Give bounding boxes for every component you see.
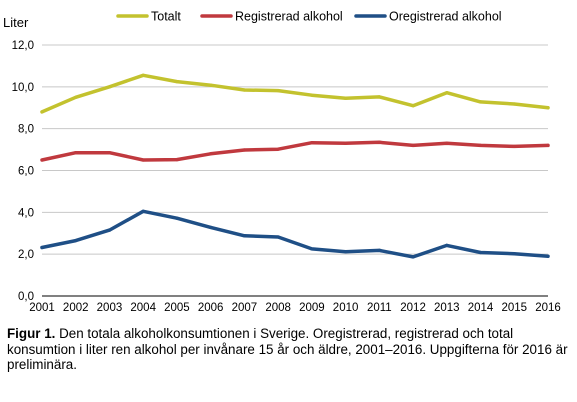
series-line: [40, 209, 550, 259]
data-point: [107, 85, 112, 89]
data-point: [276, 147, 280, 151]
x-tick-label: 2009: [299, 302, 325, 314]
data-point: [546, 254, 550, 258]
y-tick-label: 12,0: [12, 40, 34, 52]
data-point: [209, 83, 213, 87]
data-point: [512, 252, 516, 256]
data-point: [175, 80, 179, 84]
data-point: [377, 140, 381, 144]
y-tick-label: 4,0: [18, 207, 34, 219]
series-lines: [40, 73, 550, 259]
data-point: [445, 91, 449, 95]
data-point: [242, 234, 246, 238]
x-tick-label: 2007: [232, 302, 258, 314]
y-axis-ticks: 0,0 2,0 4,0 6,0 8,0 10,0 12,0: [12, 40, 34, 303]
x-tick-label: 2012: [400, 302, 426, 314]
data-point: [141, 73, 145, 77]
data-point: [74, 95, 78, 99]
data-point: [209, 225, 213, 229]
caption-text: Den totala alkoholkonsumtionen i Sverige…: [7, 326, 568, 372]
data-point: [107, 228, 112, 232]
y-tick-label: 2,0: [18, 249, 34, 261]
data-point: [40, 245, 44, 250]
data-point: [377, 248, 381, 253]
data-point: [478, 100, 483, 104]
data-point: [411, 143, 415, 147]
caption-label: Figur 1.: [7, 326, 56, 341]
series-line: [40, 73, 550, 114]
data-point: [478, 250, 483, 255]
gridlines: [42, 44, 548, 255]
data-point: [276, 88, 280, 93]
data-point: [107, 151, 112, 155]
data-point: [411, 104, 415, 108]
data-point: [377, 95, 381, 99]
data-point: [74, 238, 78, 243]
x-tick-label: 2014: [468, 302, 494, 314]
x-tick-label: 2003: [97, 302, 123, 314]
data-point: [445, 243, 449, 247]
x-tick-label: 2011: [367, 302, 392, 314]
data-point: [242, 148, 246, 152]
x-tick-label: 2010: [333, 302, 359, 314]
data-point: [344, 250, 348, 254]
x-tick-label: 2015: [501, 302, 527, 314]
data-point: [209, 152, 213, 156]
data-point: [310, 247, 314, 251]
data-point: [175, 158, 179, 162]
data-point: [40, 110, 44, 114]
y-tick-label: 6,0: [18, 166, 34, 178]
data-point: [310, 93, 314, 97]
data-point: [344, 96, 348, 100]
y-axis-label: Liter: [3, 15, 29, 30]
series-line: [40, 140, 550, 162]
data-point: [546, 143, 550, 147]
y-tick-label: 0,0: [18, 291, 34, 303]
x-tick-label: 2006: [198, 302, 224, 314]
legend-label: Totalt: [151, 10, 181, 24]
x-tick-label: 2002: [63, 302, 89, 314]
data-point: [310, 141, 314, 145]
x-tick-label: 2004: [130, 302, 156, 314]
data-point: [141, 158, 145, 162]
legend: Totalt Registrerad alkohol Oregistrerad al…: [116, 10, 502, 24]
legend-label: Oregistrerad alkohol: [389, 10, 502, 24]
data-point: [74, 151, 78, 155]
x-tick-label: 2001: [29, 302, 55, 314]
y-tick-label: 10,0: [12, 82, 34, 94]
data-point: [411, 255, 415, 259]
legend-label: Registrerad alkohol: [235, 10, 343, 24]
x-tick-label: 2005: [164, 302, 190, 314]
data-point: [512, 102, 516, 106]
x-tick-label: 2008: [265, 302, 291, 314]
data-point: [175, 216, 179, 220]
data-point: [242, 88, 246, 92]
data-point: [276, 235, 280, 239]
data-point: [546, 106, 550, 110]
data-point: [445, 141, 449, 145]
data-point: [512, 144, 516, 149]
data-point: [40, 158, 44, 162]
figure-caption: Figur 1. Den totala alkoholkonsumtionen …: [7, 326, 572, 373]
x-tick-label: 2013: [434, 302, 460, 314]
y-tick-label: 8,0: [18, 124, 34, 136]
data-point: [478, 143, 483, 147]
x-tick-label: 2016: [535, 302, 561, 314]
data-point: [141, 209, 145, 213]
x-axis-ticks: 2001 2002 2003 2004 2005 2006 2007 2008 2009 2010…: [29, 302, 561, 314]
line-chart: 0,0 2,0 4,0 6,0 8,0 10,0 12,0 2001 2002 2003 2004…: [3, 10, 561, 315]
data-point: [344, 141, 348, 145]
